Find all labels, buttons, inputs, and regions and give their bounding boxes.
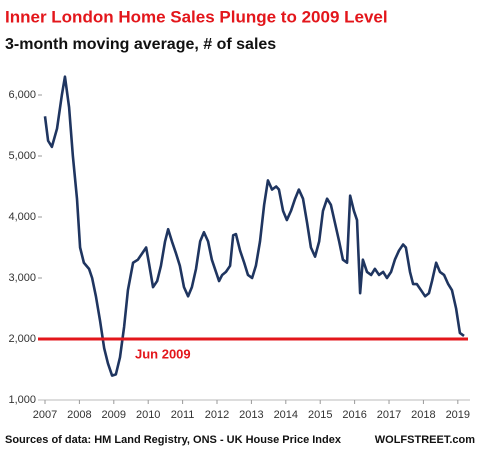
x-tick-label: 2008 bbox=[67, 409, 91, 421]
y-tick-label: 6,000 bbox=[8, 89, 36, 101]
chart-subtitle: 3-month moving average, # of sales bbox=[5, 36, 276, 53]
y-tick-label: 2,000 bbox=[8, 333, 36, 345]
x-tick-label: 2012 bbox=[205, 409, 229, 421]
credit: WOLFSTREET.com bbox=[375, 434, 475, 446]
x-tick-label: 2019 bbox=[446, 409, 470, 421]
x-tick-label: 2010 bbox=[136, 409, 160, 421]
chart-title: Inner London Home Sales Plunge to 2009 L… bbox=[5, 7, 388, 26]
data-line bbox=[43, 75, 465, 377]
source-note: Sources of data: HM Land Registry, ONS -… bbox=[5, 434, 342, 446]
x-tick-label: 2011 bbox=[171, 409, 195, 421]
x-tick-label: 2015 bbox=[308, 409, 332, 421]
x-tick-label: 2013 bbox=[239, 409, 263, 421]
x-tick-label: 2007 bbox=[33, 409, 57, 421]
x-tick-label: 2017 bbox=[377, 409, 401, 421]
y-tick-label: 3,000 bbox=[8, 272, 36, 284]
x-tick-label: 2018 bbox=[411, 409, 435, 421]
annotation: Jun 2009 bbox=[135, 346, 191, 361]
y-tick-label: 4,000 bbox=[8, 211, 36, 223]
y-tick-label: 1,000 bbox=[8, 394, 36, 406]
x-tick-label: 2009 bbox=[102, 409, 126, 421]
y-tick-label: 5,000 bbox=[8, 150, 36, 162]
x-tick-label: 2014 bbox=[274, 409, 298, 421]
x-tick-label: 2016 bbox=[342, 409, 366, 421]
